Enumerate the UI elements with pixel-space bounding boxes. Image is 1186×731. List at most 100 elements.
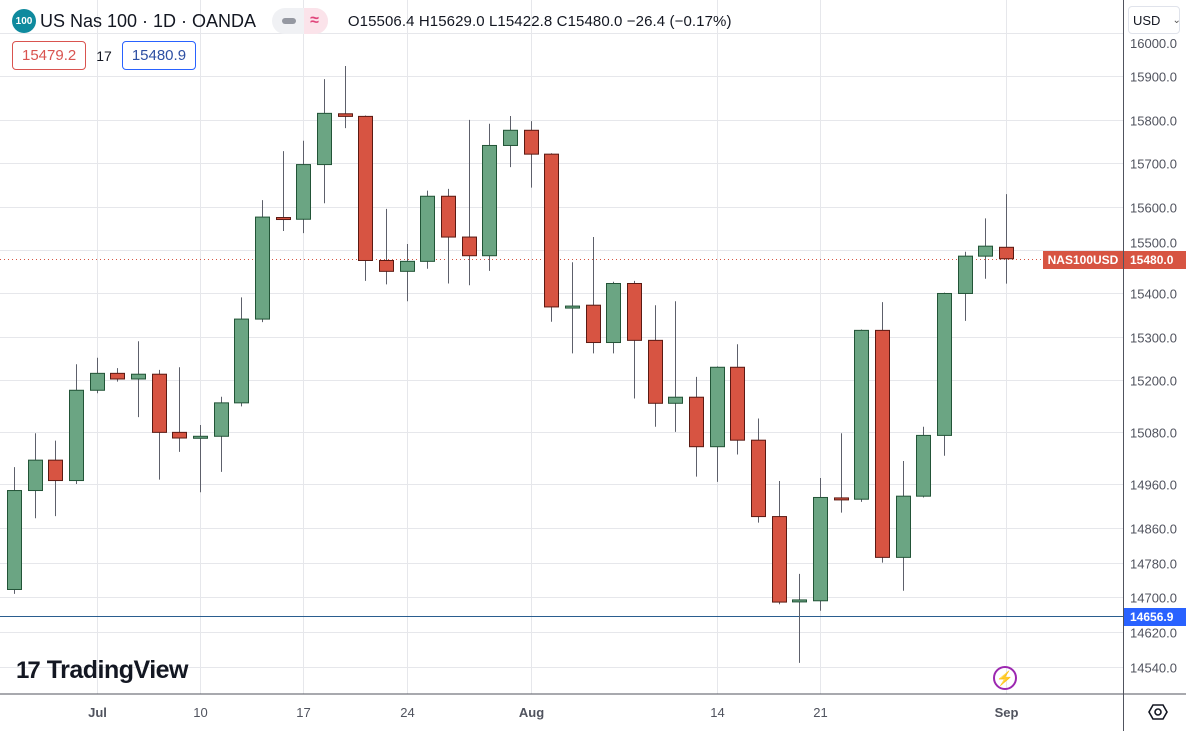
- candle-body: [875, 329, 890, 558]
- candle-body: [813, 496, 828, 602]
- candle-bullish: [482, 123, 497, 271]
- candle-bearish: [441, 188, 456, 284]
- currency-dropdown[interactable]: USD ⌄: [1128, 6, 1181, 34]
- candle-bearish: [834, 433, 849, 513]
- candle-body: [586, 304, 601, 344]
- open-value: 15506.4: [359, 12, 415, 30]
- candle-body: [358, 115, 373, 261]
- candle-bullish: [7, 467, 22, 594]
- trade-buttons: 15479.2 17 15480.9: [12, 41, 197, 70]
- candle-bullish: [255, 200, 270, 323]
- candle-body: [214, 402, 229, 437]
- sell-button[interactable]: 15479.2: [12, 41, 87, 70]
- candle-body: [131, 373, 146, 380]
- low-value: 15422.8: [497, 12, 553, 30]
- time-tick-label: 21: [813, 705, 827, 720]
- tradingview-logo-text: TradingView: [46, 656, 189, 684]
- symbol-legend: 100 US Nas 100 · 1D · OANDA ≈ O15506.4 H…: [12, 8, 732, 34]
- candle-bullish: [813, 477, 828, 611]
- candle-body: [937, 292, 952, 436]
- time-tick-label: Jul: [88, 705, 107, 720]
- last-price-label: 15480.0: [1124, 250, 1186, 269]
- time-tick-label: 14: [710, 705, 724, 720]
- price-axis[interactable]: 16000.0 15900.0 15800.0 15700.0 15600.0 15500…: [1130, 36, 1177, 676]
- candle-body: [730, 366, 745, 441]
- tradingview-logo[interactable]: 17 TradingView: [16, 656, 189, 685]
- candle-bearish: [627, 280, 642, 399]
- candle-bearish: [276, 151, 291, 231]
- close-label: C: [556, 12, 568, 30]
- candle-bearish: [875, 302, 890, 563]
- candle-bearish: [172, 367, 187, 452]
- price-tick-label: 16000.0: [1130, 36, 1177, 51]
- candle-body: [110, 372, 125, 380]
- candle-body: [338, 113, 353, 117]
- horizontal-line-layer[interactable]: [0, 259, 1186, 617]
- horizontal-line-price-label: 14656.9: [1124, 607, 1186, 626]
- candle-bullish: [668, 301, 683, 432]
- time-tick-label: Aug: [519, 705, 544, 720]
- currency-value: USD: [1133, 12, 1161, 28]
- candle-bullish: [916, 426, 931, 498]
- candle-body: [668, 396, 683, 404]
- high-label: H: [418, 12, 430, 30]
- candle-bearish: [586, 237, 601, 354]
- symbol-logo: 100: [12, 9, 36, 33]
- candle-body: [896, 495, 911, 558]
- time-tick-label: Sep: [995, 705, 1019, 720]
- change-value: −26.4 (−0.17%): [626, 12, 732, 30]
- candle-bearish: [648, 305, 663, 427]
- price-tick-label: 15500.0: [1130, 236, 1177, 251]
- buy-button[interactable]: 15480.9: [121, 41, 197, 70]
- candle-bullish: [854, 329, 869, 502]
- candle-bullish: [90, 357, 105, 394]
- time-axis[interactable]: Jul 10 17 24 Aug 14 21 Sep: [88, 705, 1018, 720]
- lightning-icon[interactable]: ⚡: [993, 666, 1017, 690]
- minus-icon[interactable]: [282, 18, 297, 24]
- candle-body: [441, 195, 456, 238]
- wave-icon[interactable]: ≈: [304, 8, 328, 34]
- price-tick-label: 15200.0: [1130, 374, 1177, 389]
- candle-body: [751, 439, 766, 518]
- high-value: 15629.0: [429, 12, 485, 30]
- time-tick-label: 24: [400, 705, 414, 720]
- price-tick-label: 14700.0: [1130, 591, 1177, 606]
- close-value: 15480.0: [567, 12, 623, 30]
- candle-body: [627, 282, 642, 341]
- settings-icon[interactable]: [1148, 702, 1168, 722]
- candle-body: [152, 373, 167, 433]
- candle-body: [462, 236, 477, 257]
- candle-bullish: [214, 396, 229, 472]
- price-tick-label: 14620.0: [1130, 626, 1177, 641]
- indicator-toggle[interactable]: ≈: [272, 8, 328, 34]
- candle-bullish: [234, 297, 249, 407]
- candle-body: [854, 329, 869, 500]
- candle-body: [524, 129, 539, 155]
- spread-value: 17: [96, 47, 112, 64]
- candle-bullish: [958, 251, 973, 321]
- symbol-title[interactable]: US Nas 100 · 1D · OANDA: [40, 10, 257, 31]
- candle-bearish: [379, 208, 394, 285]
- candle-body: [90, 372, 105, 391]
- candle-bullish: [978, 218, 993, 279]
- candle-body: [28, 459, 43, 492]
- price-tick-label: 15080.0: [1130, 426, 1177, 441]
- symbol-price-label: NAS100USD: [1043, 250, 1123, 269]
- candle-body: [482, 144, 497, 257]
- candle-body: [916, 434, 931, 497]
- price-tick-label: 15400.0: [1130, 287, 1177, 302]
- candle-bearish: [338, 66, 353, 129]
- price-tick-label: 15700.0: [1130, 157, 1177, 172]
- chevron-down-icon: ⌄: [1172, 14, 1181, 26]
- candle-bullish: [131, 341, 146, 418]
- candle-bullish: [503, 115, 518, 168]
- candle-body: [234, 318, 249, 404]
- candle-bullish: [28, 433, 43, 519]
- candle-body: [958, 255, 973, 294]
- candle-body: [978, 245, 993, 257]
- candle-bearish: [48, 440, 63, 517]
- candle-body: [7, 490, 22, 590]
- candle-body: [317, 112, 332, 166]
- grid: [0, 0, 1123, 694]
